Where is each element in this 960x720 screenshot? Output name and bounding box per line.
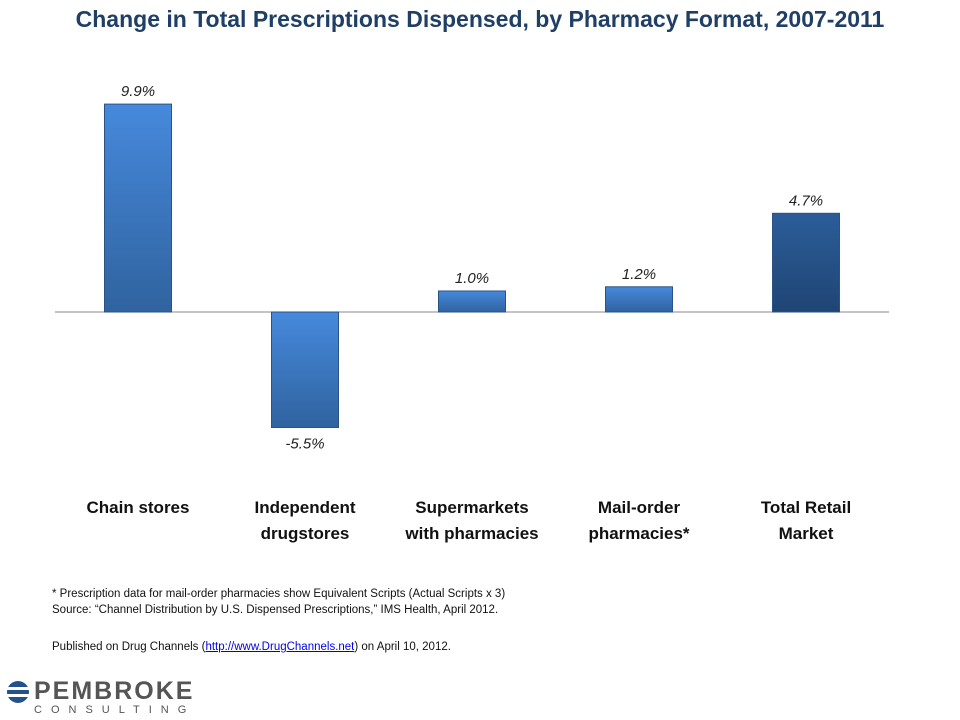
chart-title: Change in Total Prescriptions Dispensed,…	[75, 6, 885, 32]
category-label-4: Market	[779, 524, 834, 543]
category-label-1: drugstores	[261, 524, 350, 543]
footnote-source: Source: “Channel Distribution by U.S. Di…	[52, 604, 499, 616]
category-label-3: Mail-order	[598, 498, 681, 517]
bar-4	[772, 212, 840, 313]
footnote-mail-order: * Prescription data for mail-order pharm…	[52, 588, 506, 600]
bar-1	[271, 311, 339, 428]
bar-3	[605, 286, 673, 313]
data-label-4: 4.7%	[789, 192, 823, 209]
category-label-2: with pharmacies	[404, 524, 538, 543]
drugchannels-link[interactable]: http://www.DrugChannels.net	[205, 641, 355, 653]
data-label-3: 1.2%	[622, 266, 656, 283]
category-label-2: Supermarkets	[415, 498, 528, 517]
data-label-1: -5.5%	[285, 436, 324, 453]
bar-0	[104, 103, 172, 313]
pembroke-logo-icon	[6, 681, 30, 703]
bar-chart: 9.9% Chain stores -5.5% Independent drugstor…	[55, 83, 889, 543]
logo-name: PEMBROKE	[34, 677, 195, 705]
logo-sub: CONSULTING	[34, 704, 196, 716]
bar-2	[438, 290, 506, 313]
category-label-3: pharmacies*	[588, 524, 689, 543]
category-label-0: Chain stores	[87, 498, 190, 517]
published-suffix: ) on April 10, 2012.	[354, 641, 451, 653]
category-label-4: Total Retail	[761, 498, 851, 517]
data-label-0: 9.9%	[121, 83, 155, 100]
data-label-2: 1.0%	[455, 270, 489, 287]
published-prefix: Published on Drug Channels (	[52, 641, 206, 653]
footnote-published: Published on Drug Channels (http://www.D…	[52, 641, 451, 653]
category-label-1: Independent	[254, 498, 355, 517]
